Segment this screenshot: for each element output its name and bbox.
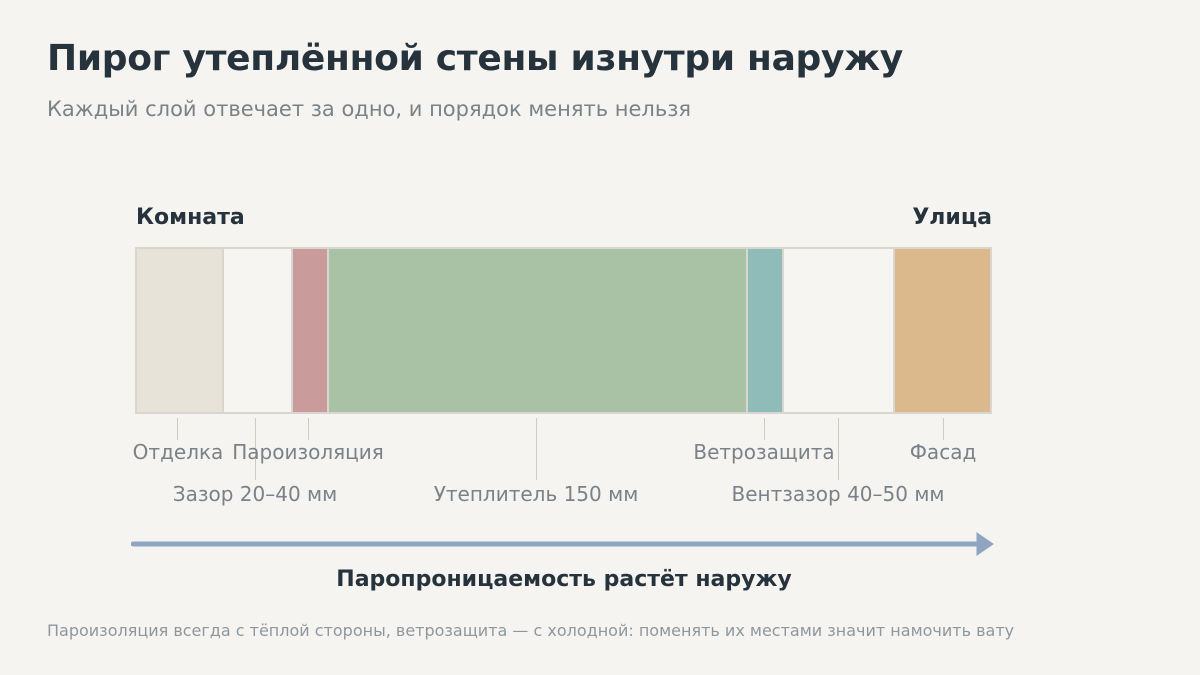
outside-label: Улица [912, 205, 992, 230]
layer-insulation [327, 249, 747, 412]
label-gap: Зазор 20–40 мм [172, 482, 338, 506]
label-insulation: Утеплитель 150 мм [433, 482, 639, 506]
leader-gap [255, 418, 256, 480]
label-facade: Фасад [909, 440, 977, 464]
layer-facade [893, 249, 990, 412]
page-title: Пирог утеплённой стены изнутри наружу [47, 38, 903, 79]
layer-vent-gap [781, 249, 894, 412]
layer-vapor-barrier [291, 249, 328, 412]
leader-facade [943, 418, 944, 440]
leader-insulation [536, 418, 537, 480]
page-subtitle: Каждый слой отвечает за одно, и порядок … [47, 97, 691, 121]
leader-vent-gap [838, 418, 839, 480]
arrow-caption: Паропроницаемость растёт наружу [336, 567, 792, 592]
wall-layers-bar [135, 247, 992, 414]
leader-finish [177, 418, 178, 440]
label-finish: Отделка [132, 440, 224, 464]
inside-label: Комната [136, 205, 245, 230]
label-wind-barrier: Ветрозащита [693, 440, 835, 464]
layer-finish [137, 249, 222, 412]
footnote: Пароизоляция всегда с тёплой стороны, ве… [47, 621, 1015, 640]
permeability-arrow [131, 532, 994, 556]
label-vapor-barrier: Пароизоляция [232, 440, 384, 464]
leader-vapor-barrier [308, 418, 309, 440]
arrow-head [976, 532, 994, 556]
layer-wind-barrier [746, 249, 782, 412]
layer-gap [221, 249, 292, 412]
label-vent-gap: Вентзазор 40–50 мм [731, 482, 945, 506]
leader-wind-barrier [764, 418, 765, 440]
